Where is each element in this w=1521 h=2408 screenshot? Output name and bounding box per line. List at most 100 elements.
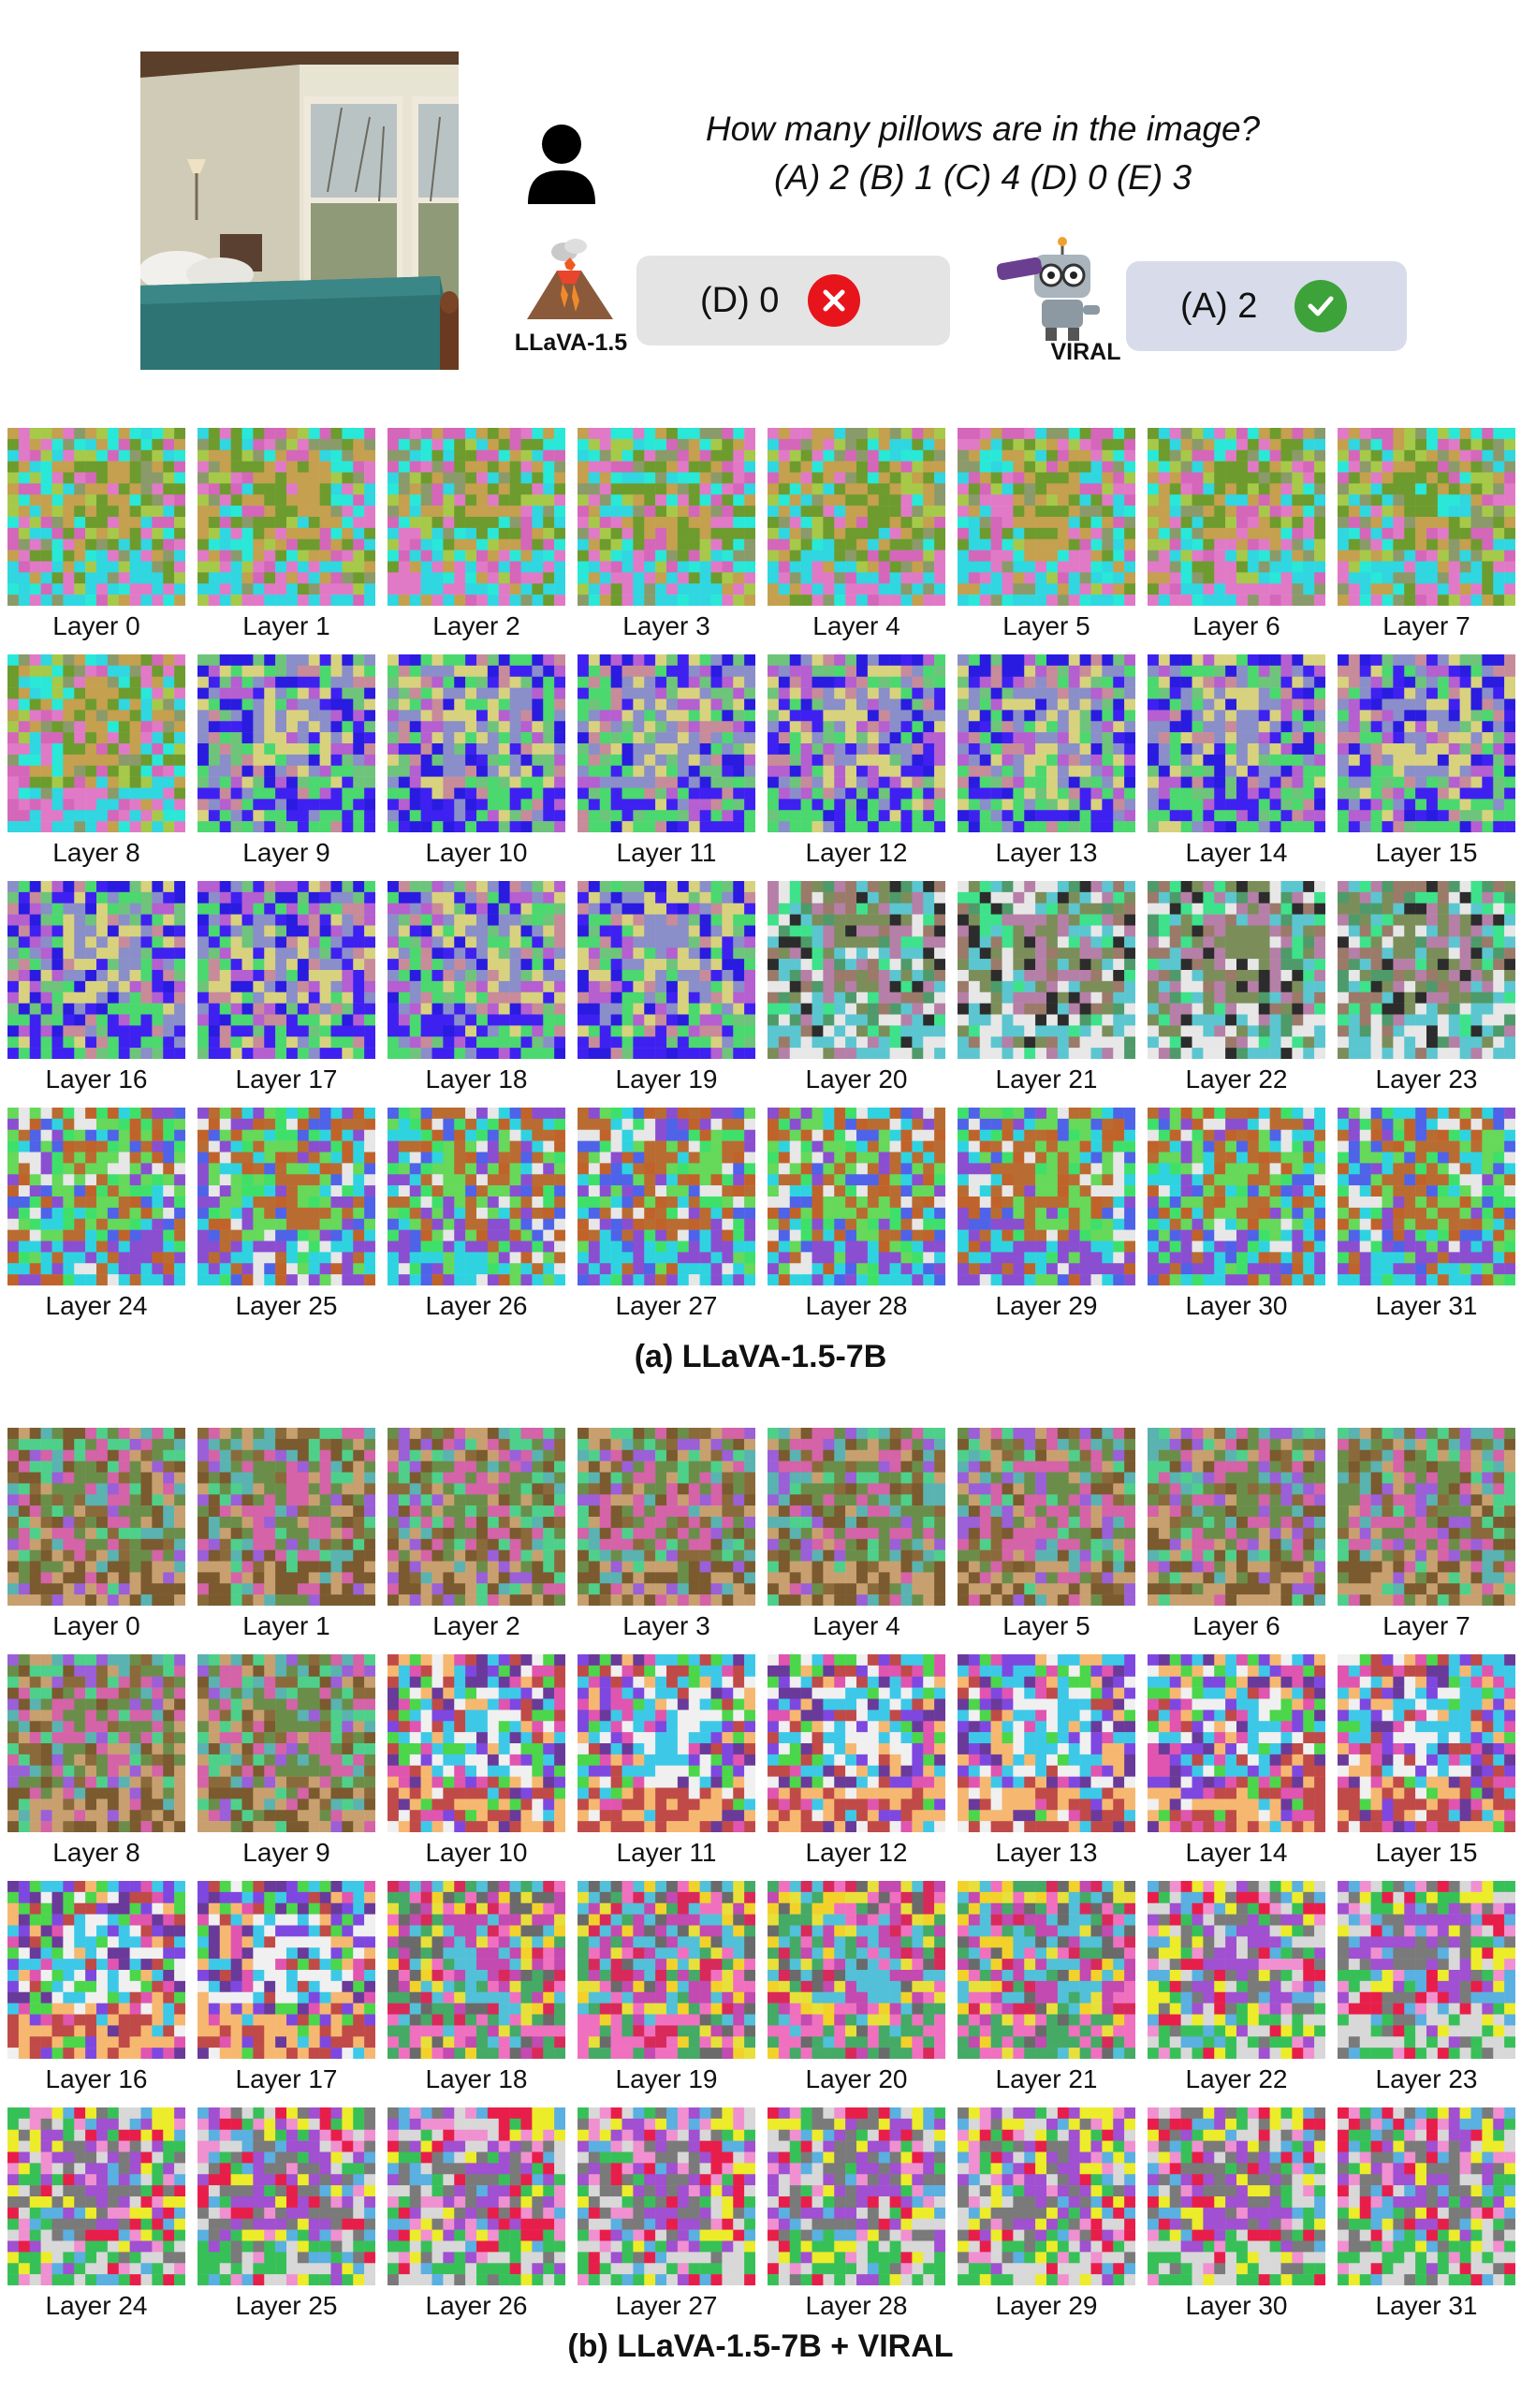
layer-label: Layer 24 [45,1291,148,1320]
layer-feature-map [7,428,185,606]
layer-label: Layer 22 [1185,2064,1288,2093]
layer-feature-map [578,654,755,832]
layer-label: Layer 30 [1185,2291,1288,2320]
layer-feature-map [1148,1654,1325,1832]
layer-label: Layer 2 [432,1611,520,1640]
layer-label: Layer 11 [616,1838,717,1867]
layer-label: Layer 26 [425,2291,528,2320]
layer-feature-map [1148,654,1325,832]
layer-label: Layer 14 [1185,838,1288,867]
example-bedroom-photo [140,51,459,370]
layer-feature-map [388,1654,565,1832]
layer-label: Layer 31 [1375,1291,1478,1320]
layer-feature-map [768,2107,945,2285]
layer-label: Layer 20 [805,2064,908,2093]
layer-label: Layer 28 [805,2291,908,2320]
question-text: How many pillows are in the image? (A) 2… [636,105,1329,202]
layer-label: Layer 5 [1002,1611,1090,1640]
layer-label: Layer 0 [52,611,140,640]
layer-feature-map [197,654,375,832]
layer-label: Layer 2 [432,611,520,640]
layer-label: Layer 6 [1192,611,1280,640]
layer-label: Layer 28 [805,1291,908,1320]
layer-label: Layer 5 [1002,611,1090,640]
layer-feature-map [768,1428,945,1606]
layer-label: Layer 31 [1375,2291,1478,2320]
layer-label: Layer 19 [615,2064,718,2093]
layer-feature-map [958,428,1135,606]
layer-feature-map [578,1108,755,1285]
layer-feature-map [7,1881,185,2059]
question-line-1: How many pillows are in the image? [705,110,1261,148]
layer-feature-map [1338,1108,1515,1285]
layer-label: Layer 9 [242,838,330,867]
layer-label: Layer 27 [615,1291,718,1320]
layer-label: Layer 29 [995,1291,1098,1320]
layer-label: Layer 23 [1375,2064,1478,2093]
layer-feature-map [578,1428,755,1606]
layer-label: Layer 12 [805,838,908,867]
layer-label: Layer 23 [1375,1065,1478,1094]
layer-feature-map [197,1654,375,1832]
layer-feature-map [1148,1881,1325,2059]
layer-label: Layer 25 [235,2291,338,2320]
layer-feature-map [7,1428,185,1606]
layer-feature-map [197,1108,375,1285]
layer-feature-map [388,1881,565,2059]
layer-feature-map [1338,2107,1515,2285]
layer-feature-map [1338,881,1515,1059]
question-options: (A) 2 (B) 1 (C) 4 (D) 0 (E) 3 [773,158,1192,197]
layer-label: Layer 14 [1185,1838,1288,1867]
layer-feature-map [768,1654,945,1832]
viral-answer-text: (A) 2 [1180,286,1258,326]
layer-label: Layer 7 [1382,611,1470,640]
layer-feature-map [388,1108,565,1285]
layer-label: Layer 12 [805,1838,908,1867]
layer-label: Layer 7 [1382,1611,1470,1640]
layer-label: Layer 8 [52,1838,140,1867]
layer-label: Layer 8 [52,838,140,867]
layer-feature-map [7,654,185,832]
layer-feature-map [197,2107,375,2285]
layer-label: Layer 0 [52,1611,140,1640]
layer-feature-map [388,2107,565,2285]
layer-feature-map [1338,1654,1515,1832]
layer-label: Layer 20 [805,1065,908,1094]
user-icon [524,122,599,206]
baseline-answer-bubble: (D) 0 [636,256,950,345]
layer-label: Layer 24 [45,2291,148,2320]
layer-label: Layer 6 [1192,1611,1280,1640]
layer-feature-map [578,1881,755,2059]
layer-feature-map [768,428,945,606]
layer-feature-map [768,1108,945,1285]
layer-feature-map [388,428,565,606]
layer-feature-map [1338,428,1515,606]
layer-label: Layer 15 [1375,838,1478,867]
layer-label: Layer 25 [235,1291,338,1320]
layer-feature-map [1148,881,1325,1059]
layer-feature-map [197,428,375,606]
layer-label: Layer 1 [242,1611,330,1640]
layer-feature-map [197,881,375,1059]
viral-answer-bubble: (A) 2 [1126,261,1407,351]
layer-label: Layer 16 [45,1065,148,1094]
layer-label: Layer 4 [812,611,900,640]
layer-label: Layer 13 [995,838,1098,867]
layer-label: Layer 21 [995,1065,1098,1094]
cross-icon [808,274,860,327]
layer-feature-map [197,1881,375,2059]
layer-label: Layer 9 [242,1838,330,1867]
layer-feature-map [768,881,945,1059]
layer-feature-map [1338,1428,1515,1606]
layer-feature-map [578,881,755,1059]
layer-feature-map [7,2107,185,2285]
check-icon [1294,280,1347,332]
layer-feature-map [1148,2107,1325,2285]
layer-feature-map [1338,654,1515,832]
layer-feature-map [578,1654,755,1832]
panel-caption: (b) LLaVA-1.5-7B + VIRAL [567,2328,954,2364]
layer-label: Layer 21 [995,2064,1098,2093]
robot-icon [996,232,1128,345]
layer-label: Layer 11 [616,838,717,867]
layer-label: Layer 4 [812,1611,900,1640]
